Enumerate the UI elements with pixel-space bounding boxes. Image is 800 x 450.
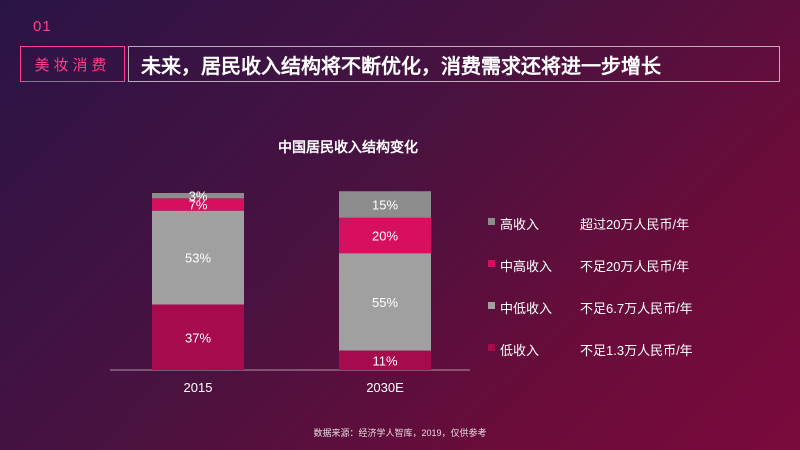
legend-item-upper-middle: 中高收入 不足20万人民币/年 [488, 256, 748, 298]
legend-item-lower-middle: 中低收入 不足6.7万人民币/年 [488, 298, 748, 340]
legend-swatch-lower-middle [488, 302, 495, 309]
headline: 未来，居民收入结构将不断优化，消费需求还将进一步增长 [128, 46, 780, 82]
legend-label-lower-middle: 中低收入 [500, 301, 553, 316]
x-tick-label-2030E: 2030E [366, 380, 404, 395]
data-label-2030E-0: 11% [372, 353, 397, 368]
legend-item-low: 低收入 不足1.3万人民币/年 [488, 340, 748, 382]
data-label-2015-2: 7% [189, 198, 208, 213]
source-note: 数据来源：经济学人智库，2019，仅供参考 [313, 428, 487, 438]
bar-segment-2030E-0 [339, 350, 431, 370]
legend-label-low: 低收入 [500, 343, 540, 358]
bar-segment-2030E-1 [339, 253, 431, 351]
legend-label-high: 高收入 [500, 217, 540, 232]
legend-swatch-upper-middle [488, 260, 495, 267]
bar-segment-2030E-3 [339, 191, 431, 218]
legend-desc-lower-middle: 不足6.7万人民币/年 [580, 301, 693, 316]
bar-segment-2015-2 [152, 198, 244, 211]
x-tick-label-2015: 2015 [184, 380, 213, 395]
data-label-2030E-2: 20% [372, 228, 398, 243]
legend-desc-upper-middle: 不足20万人民币/年 [580, 259, 690, 274]
legend-desc-high: 超过20万人民币/年 [580, 217, 690, 232]
chart-legend: 高收入 超过20万人民币/年 中高收入 不足20万人民币/年 中低收入 不足6.… [488, 214, 748, 382]
data-label-2015-3: 3% [189, 189, 208, 204]
data-label-2015-0: 37% [185, 330, 211, 345]
section-number: 01 [33, 18, 52, 35]
section-tag: 美妆消费 [20, 46, 125, 82]
bar-segment-2015-3 [152, 193, 244, 199]
legend-swatch-high [488, 218, 495, 225]
bar-segment-2030E-2 [339, 217, 431, 254]
data-label-2015-1: 53% [185, 251, 211, 266]
chart-title: 中国居民收入结构变化 [278, 139, 418, 155]
legend-swatch-low [488, 344, 495, 351]
data-label-2030E-1: 55% [372, 295, 398, 310]
bar-segment-2015-1 [152, 210, 244, 305]
bar-segment-2015-0 [152, 304, 244, 370]
legend-desc-low: 不足1.3万人民币/年 [580, 343, 693, 358]
legend-item-high: 高收入 超过20万人民币/年 [488, 214, 748, 256]
legend-label-upper-middle: 中高收入 [500, 259, 553, 274]
data-label-2030E-3: 15% [372, 198, 398, 213]
